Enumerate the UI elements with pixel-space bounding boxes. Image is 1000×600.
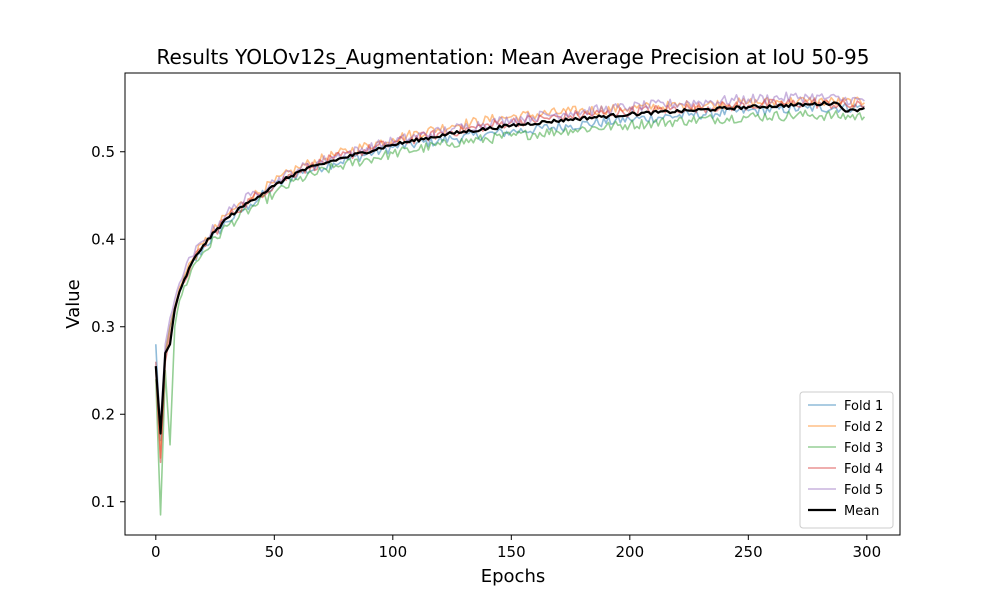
y-axis-label: Value — [63, 279, 84, 328]
legend-label: Fold 1 — [844, 399, 883, 414]
x-tick-label: 250 — [734, 543, 763, 561]
y-tick-label: 0.2 — [91, 405, 115, 423]
x-axis-label: Epochs — [481, 566, 546, 587]
y-axis: 0.1 0.2 0.3 0.4 0.5 — [91, 143, 125, 511]
plot-area — [124, 72, 901, 536]
x-tick-label: 0 — [151, 543, 161, 561]
series-line-fold-4 — [155, 98, 865, 464]
series-layer — [154, 91, 866, 516]
x-tick-label: 200 — [615, 543, 644, 561]
legend-label: Mean — [844, 504, 879, 519]
legend-label: Fold 3 — [844, 441, 883, 456]
legend-label: Fold 4 — [844, 462, 883, 477]
x-axis: 0 50 100 150 200 250 300 — [151, 535, 881, 561]
chart-title: Results YOLOv12s_Augmentation: Mean Aver… — [157, 45, 870, 69]
x-tick-label: 50 — [265, 543, 284, 561]
x-tick-label: 100 — [378, 543, 407, 561]
legend-label: Fold 2 — [844, 420, 883, 435]
series-line-fold-5 — [155, 91, 865, 424]
x-tick-label: 150 — [497, 543, 526, 561]
legend-label: Fold 5 — [844, 483, 883, 498]
y-tick-label: 0.5 — [91, 143, 115, 161]
series-line-fold-2 — [155, 96, 865, 459]
plot-frame — [124, 72, 901, 536]
y-tick-label: 0.4 — [91, 230, 115, 248]
series-line-fold-3 — [155, 109, 866, 516]
legend: Fold 1 Fold 2 Fold 3 Fold 4 Fold 5 Mean — [799, 391, 894, 529]
y-tick-label: 0.1 — [91, 493, 115, 511]
x-tick-label: 300 — [852, 543, 881, 561]
y-tick-label: 0.3 — [91, 318, 115, 336]
series-line-fold-1 — [155, 102, 865, 442]
series-line-mean — [154, 100, 865, 435]
